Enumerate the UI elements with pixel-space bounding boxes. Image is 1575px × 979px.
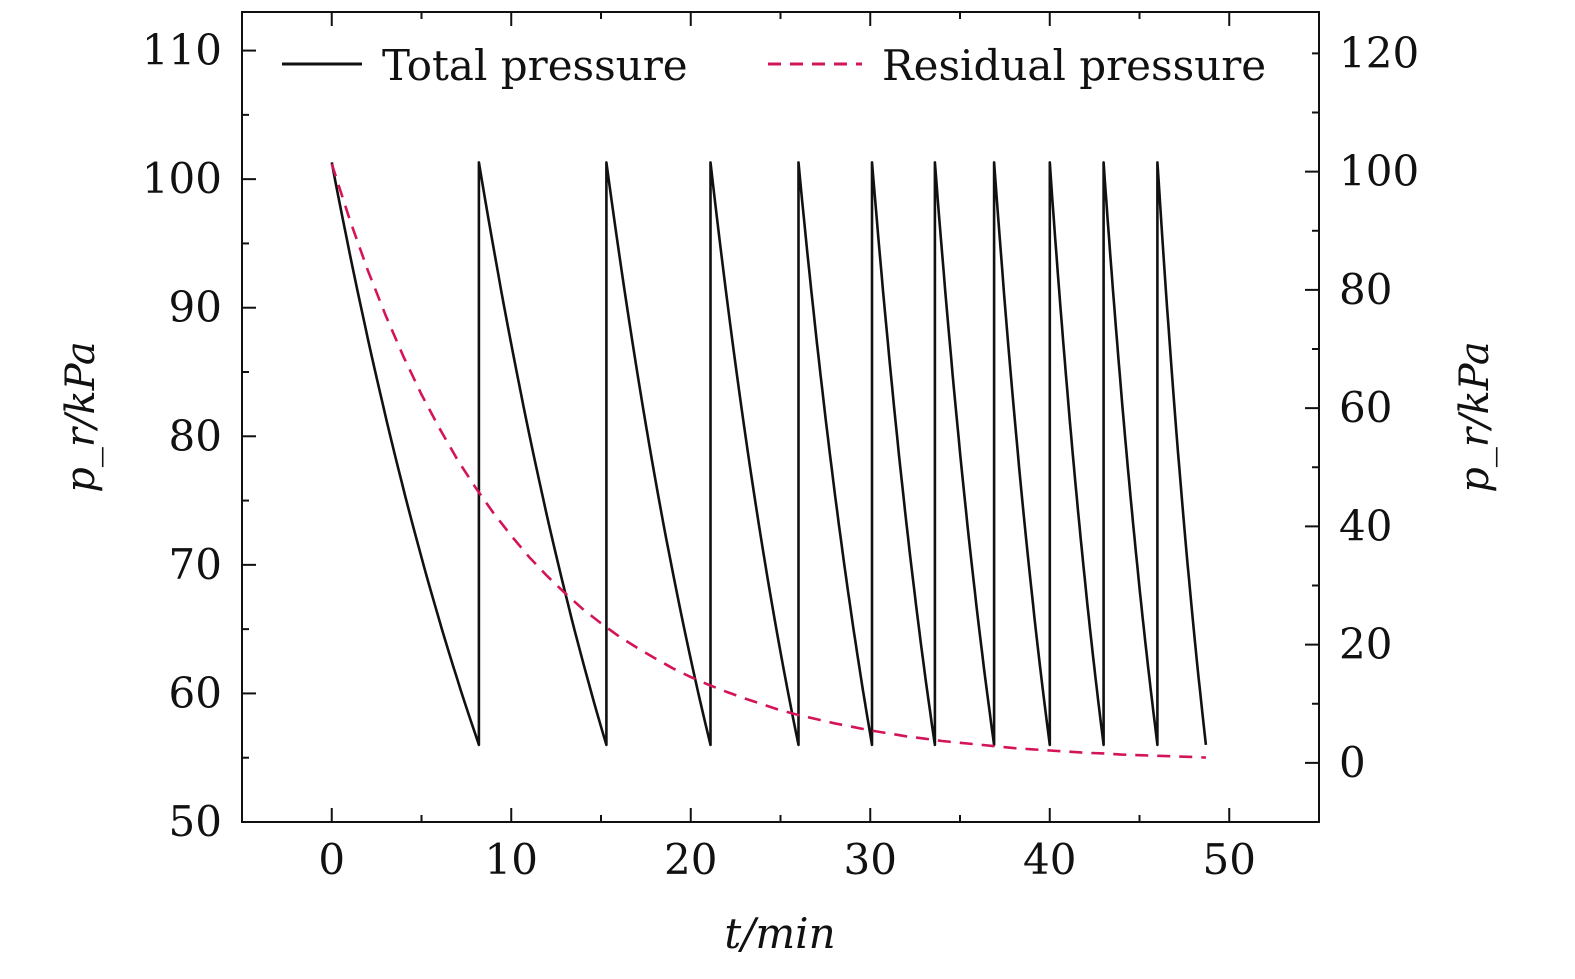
y-left-tick-label: 60 [169, 668, 222, 717]
y-right-tick-label: 100 [1339, 147, 1419, 196]
y-right-tick-label: 80 [1339, 265, 1392, 314]
y-axis-label-right: p_r/kPa [1452, 341, 1498, 492]
y-left-tick-label: 70 [169, 540, 222, 589]
y-left-tick-label: 80 [169, 411, 222, 460]
x-tick-label: 0 [318, 835, 345, 884]
legend-background [268, 28, 1312, 104]
y-right-tick-label: 120 [1339, 28, 1419, 77]
series-residual-pressure-line [330, 163, 1206, 759]
x-tick-label: 50 [1203, 835, 1256, 884]
y-right-tick-label: 0 [1339, 738, 1366, 787]
y-axis-label-left: p_r/kPa [58, 341, 104, 492]
legend-label-total: Total pressure [382, 41, 688, 90]
x-tick-label: 10 [485, 835, 538, 884]
y-left-tick-label: 90 [169, 283, 222, 332]
y-right-tick-label: 40 [1339, 501, 1392, 550]
x-tick-label: 30 [844, 835, 897, 884]
y-left-tick-label: 50 [169, 797, 222, 846]
y-left-tick-label: 100 [142, 154, 222, 203]
x-tick-label: 20 [664, 835, 717, 884]
y-right-tick-label: 20 [1339, 620, 1392, 669]
x-tick-label: 40 [1023, 835, 1076, 884]
x-axis-label: t/min [724, 909, 835, 958]
y-right-tick-label: 60 [1339, 383, 1392, 432]
y-left-tick-label: 110 [142, 26, 222, 75]
legend-label-residual: Residual pressure [882, 41, 1266, 90]
series-total-pressure-line [330, 161, 1208, 747]
